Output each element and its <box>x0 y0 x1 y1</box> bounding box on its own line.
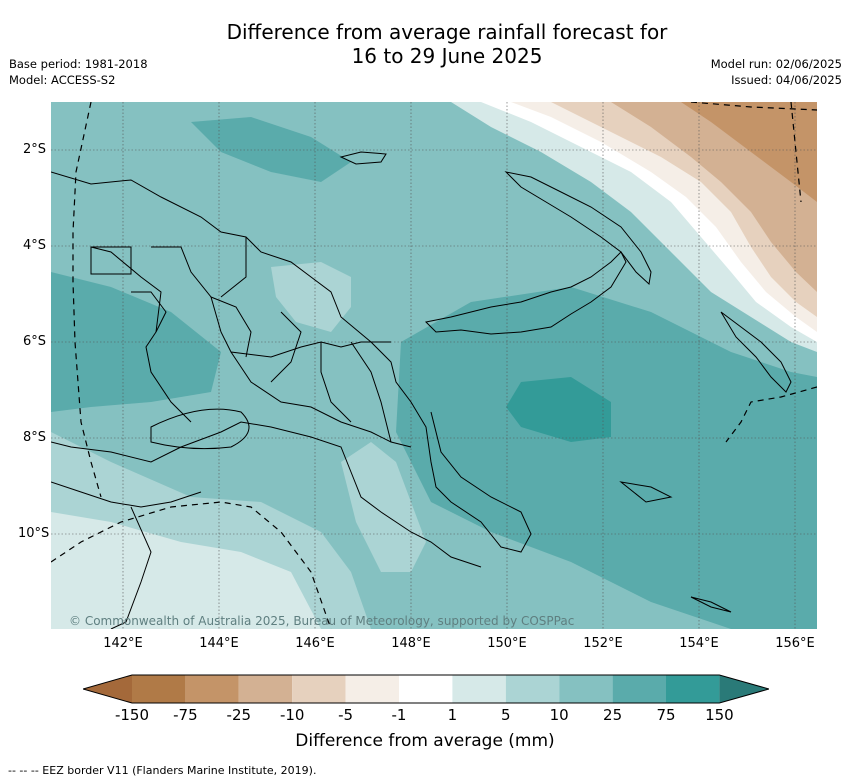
lon-label-152e: 152°E <box>583 636 623 651</box>
zone-75-150 <box>506 377 611 442</box>
new-ireland <box>504 171 652 285</box>
cape-york <box>110 506 152 629</box>
colorbar-bin-7 <box>452 675 506 703</box>
colorbar-bin-3 <box>238 675 293 703</box>
colorbar-tick-label: -1 <box>391 706 407 724</box>
eez-ne-border <box>790 102 802 203</box>
colorbar-bin-9 <box>559 675 613 703</box>
lon-label-156e: 156°E <box>775 636 815 651</box>
colorbar-bin-2 <box>185 675 239 703</box>
meta-left: Base period: 1981-2018 Model: ACCESS-S2 <box>9 56 148 88</box>
title-line-2: 16 to 29 June 2025 <box>351 44 543 68</box>
colorbar-tick-label: 1 <box>447 706 458 724</box>
colorbar-tick-label: -10 <box>279 706 305 724</box>
colorbar-outline <box>83 674 769 704</box>
lat-label-8s: 8°S <box>22 430 46 445</box>
model-name: Model: ACCESS-S2 <box>9 73 116 87</box>
colorbar-title: Difference from average (mm) <box>295 731 555 751</box>
eez-north-border <box>690 102 817 111</box>
colorbar-tick-label: -150 <box>114 706 150 724</box>
colorbar-bin-11 <box>666 675 720 703</box>
zone-25-75-east <box>396 287 817 629</box>
copyright-credit: © Commonwealth of Australia 2025, Bureau… <box>69 614 575 628</box>
eez-south-border <box>51 501 332 629</box>
manus-island <box>339 151 387 165</box>
title-line-1: Difference from average rainfall forecas… <box>226 20 668 44</box>
base-period: Base period: 1981-2018 <box>9 57 148 71</box>
colorbar-bin-4 <box>292 675 346 703</box>
lon-label-146e: 146°E <box>295 636 335 651</box>
colorbar-tick-label: 75 <box>656 706 676 724</box>
eez-west-border <box>72 102 102 498</box>
lat-label-4s: 4°S <box>22 238 46 253</box>
lat-label-6s: 6°S <box>22 334 46 349</box>
rainfall-map <box>51 102 817 629</box>
lon-label-150e: 150°E <box>487 636 527 651</box>
colorbar-tick-label: 25 <box>603 706 623 724</box>
lat-label-2s: 2°S <box>22 142 46 157</box>
coastlines <box>51 151 792 629</box>
map-canvas <box>51 102 817 629</box>
islands-east-1 <box>619 481 673 503</box>
bougainville <box>720 311 792 393</box>
model-run: Model run: 02/06/2025 <box>710 57 842 71</box>
png-south-coast <box>51 421 482 568</box>
lon-label-154e: 154°E <box>679 636 719 651</box>
zone-1-5-sw <box>51 512 321 629</box>
zone-5-10-highlands <box>271 262 351 332</box>
colorbar <box>83 674 769 704</box>
colorbar-bin-1 <box>132 675 186 703</box>
lon-label-144e: 144°E <box>199 636 239 651</box>
meta-right: Model run: 02/06/2025 Issued: 04/06/2025 <box>711 56 842 88</box>
islands-east-2 <box>690 596 732 613</box>
colorbar-tick-label: -5 <box>338 706 354 724</box>
colorbar-bin-5 <box>345 675 399 703</box>
colorbar-tick-label: 10 <box>549 706 569 724</box>
zone-5-10-south <box>341 442 426 572</box>
eez-borders <box>51 102 817 629</box>
issued-date: Issued: 04/06/2025 <box>731 73 842 87</box>
lon-label-142e: 142°E <box>103 636 143 651</box>
zone-dry-25-75 <box>681 102 817 202</box>
colorbar-tick-label: -75 <box>173 706 198 724</box>
eez-legend-note: -- -- -- EEZ border V11 (Flanders Marine… <box>8 764 317 777</box>
colorbar-high-arrow <box>719 675 769 703</box>
graticule <box>51 102 817 629</box>
fly-delta-coast <box>150 408 250 450</box>
colorbar-low-arrow <box>83 675 132 703</box>
zone-25-75-north <box>191 117 351 182</box>
colorbar-tick-label: 5 <box>501 706 511 724</box>
eez-east-border <box>725 386 817 443</box>
colorbar-tick-label: 150 <box>705 706 734 724</box>
colorbar-tick-label: -25 <box>226 706 252 724</box>
colorbar-bin-8 <box>505 675 560 703</box>
lon-label-148e: 148°E <box>391 636 431 651</box>
torres-strait-coast <box>51 481 202 508</box>
new-britain <box>424 251 627 335</box>
colorbar-bin-10 <box>612 675 666 703</box>
colorbar-bin-6 <box>399 675 453 703</box>
map-title: Difference from average rainfall forecas… <box>0 20 850 68</box>
png-north-coast <box>51 171 532 553</box>
lat-label-10s: 10°S <box>18 526 50 541</box>
province-borders <box>90 237 412 448</box>
